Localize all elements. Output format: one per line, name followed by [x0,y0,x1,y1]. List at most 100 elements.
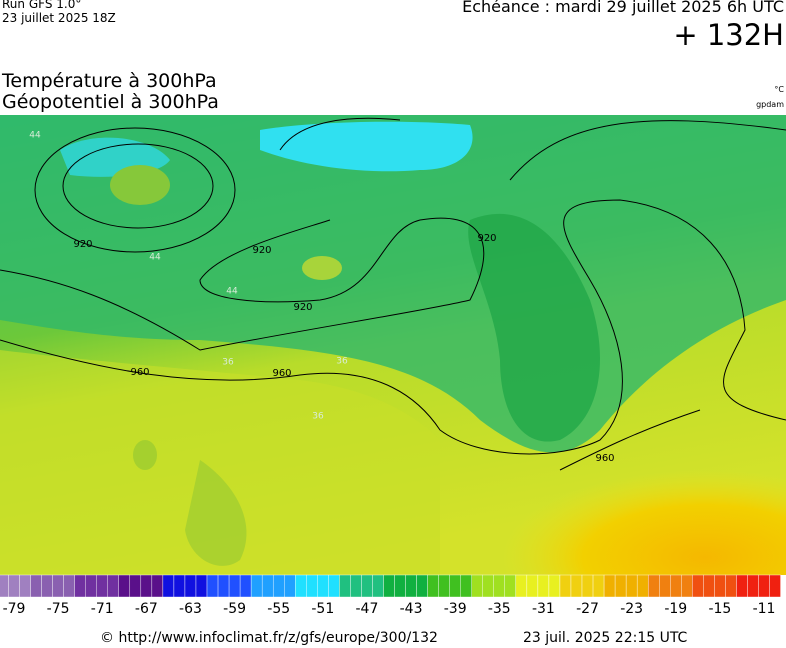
colorbar-swatch [41,574,53,598]
unit-geopotential: gpdam [756,100,784,109]
colorbar-swatch [725,574,737,598]
colorbar-swatch [603,574,616,598]
valid-time: Echéance : mardi 29 juillet 2025 6h UTC [462,0,784,16]
colorbar-swatch [261,574,274,598]
colorbar-swatch [272,574,285,598]
contour-label: 960 [595,453,614,464]
colorbar-swatch [592,574,605,598]
colorbar-swatch [19,574,31,598]
colorbar-swatch [714,574,726,598]
title-temperature: Température à 300hPa [2,70,217,92]
colorbar-swatch [736,574,748,598]
colorbar-swatch [493,574,506,598]
colorbar-swatch [52,574,64,598]
colorbar-tick-label: -31 [532,601,555,617]
colorbar-swatch [482,574,494,598]
colorbar-swatch [129,574,142,598]
source-url: © http://www.infoclimat.fr/z/gfs/europe/… [100,630,438,646]
contour-label: 36 [312,412,324,422]
colorbar-swatch [317,574,329,598]
colorbar-tick-label: -79 [3,601,26,617]
colorbar-swatch [769,574,781,598]
run-label: Run GFS 1.0° [2,0,82,11]
temperature-field [0,115,786,575]
colorbar-tick-label: -27 [576,601,599,617]
colorbar-swatch [140,574,153,598]
colorbar-swatch [239,574,252,598]
colorbar-tick-label: -43 [400,601,423,617]
colorbar-tick-label: -47 [356,601,379,617]
colorbar-swatch [306,574,318,598]
geopotential-contours [0,117,786,471]
colorbar-swatch [339,574,351,598]
lead-time: + 132H [673,18,784,52]
colorbar-swatch [504,574,517,598]
contour-label: 44 [226,287,238,297]
colorbar-tick-label: -39 [444,601,467,617]
colorbar-tick-label: -19 [664,601,687,617]
colorbar-swatch [515,574,528,598]
colorbar-swatch [537,574,550,598]
colorbar-swatch [471,574,483,598]
colorbar-swatch [670,574,682,598]
colorbar-swatch [394,574,406,598]
colorbar-swatch [195,574,208,598]
colorbar-swatch [228,574,241,598]
colorbar-swatch [438,574,450,598]
colorbar-tick-label: -23 [620,601,643,617]
colorbar-swatch [162,574,175,598]
colorbar-swatch [184,574,197,598]
colorbar-swatch [118,574,131,598]
colorbar-swatch [107,574,119,598]
colorbar-swatch [284,574,296,598]
colorbar-swatch [74,574,86,598]
colorbar-swatch [747,574,759,598]
colorbar-swatch [8,574,20,598]
unit-temperature: °C [774,85,784,94]
colorbar-swatch [85,574,97,598]
colorbar-swatch [460,574,472,598]
colorbar-swatch [449,574,461,598]
colorbar-swatch [581,574,594,598]
colorbar-tick-label: -55 [267,601,290,617]
colorbar-tick-label: -75 [47,601,70,617]
colorbar-swatch [636,574,649,598]
colorbar-tick-label: -71 [91,601,114,617]
colorbar-swatch [681,574,693,598]
colorbar-swatch [328,574,340,598]
contour-label: 960 [272,368,291,379]
colorbar-swatch [96,574,108,598]
colorbar-swatch [383,574,395,598]
run-date: 23 juillet 2025 18Z [2,11,116,25]
colorbar-swatch [659,574,671,598]
colorbar-swatch [361,574,373,598]
colorbar-swatch [647,574,660,598]
colorbar-tick-label: -67 [135,601,158,617]
colorbar-swatch [548,574,561,598]
contour-label: 920 [73,239,92,250]
colorbar-swatch [614,574,627,598]
colorbar-swatch [206,574,219,598]
contour-label: 920 [293,302,312,313]
colorbar-tick-label: -11 [753,601,776,617]
colorbar-tick-label: -59 [223,601,246,617]
contour-label: 920 [477,233,496,244]
contour-label: 44 [149,253,161,263]
colorbar: -79 -75 -71 -67 -63 -59 -55 -51 -47 -43 -39 -35 -31 -… [0,574,781,617]
colorbar-swatch [526,574,539,598]
colorbar-swatch [63,574,75,598]
title-geopotential: Géopotentiel à 300hPa [2,91,219,113]
contour-label: 36 [222,358,234,368]
colorbar-swatch [692,574,704,598]
colorbar-swatch [559,574,572,598]
colorbar-tick-label: -15 [708,601,731,617]
contour-label: 920 [252,245,271,256]
colorbar-swatch [405,574,417,598]
colorbar-swatch [625,574,638,598]
contour-label: 960 [130,367,149,378]
colorbar-swatch [427,574,439,598]
colorbar-swatch [217,574,230,598]
colorbar-tick-label: -35 [488,601,511,617]
